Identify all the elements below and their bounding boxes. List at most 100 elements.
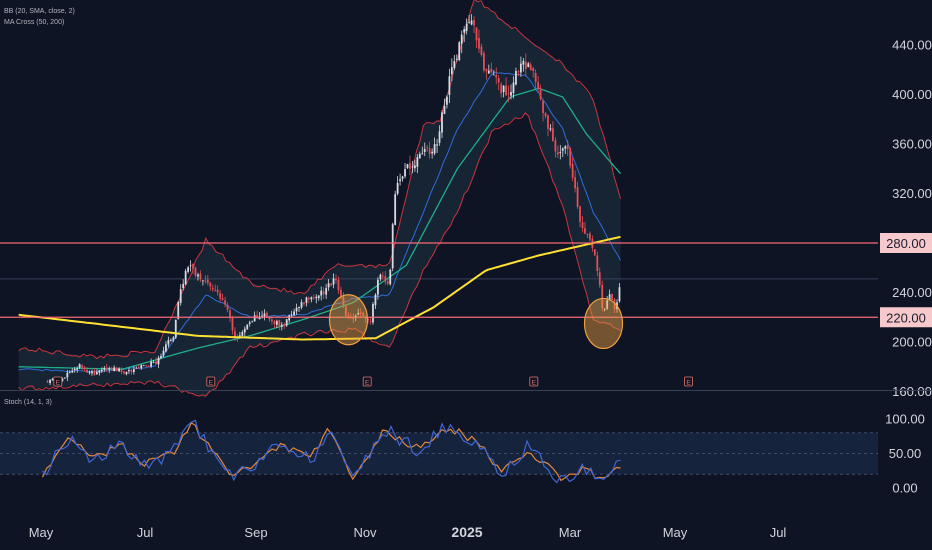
candle-body <box>618 287 621 302</box>
bollinger-upper-band <box>18 0 621 360</box>
candle-body <box>473 19 475 26</box>
candle-body <box>463 29 466 33</box>
earnings-marker-label: E <box>686 380 691 387</box>
candle-body <box>248 322 251 324</box>
candle-body <box>266 312 268 317</box>
candle-body <box>411 166 414 168</box>
candle-body <box>374 294 377 306</box>
candle-body <box>453 61 456 69</box>
candle-body <box>490 68 493 73</box>
time-axis[interactable]: May Jul Sep Nov 2025 Mar May Jul <box>29 524 787 540</box>
bollinger-lower-band <box>18 112 621 397</box>
earnings-marker <box>684 376 693 387</box>
candle-body <box>586 233 589 235</box>
candle-body <box>399 179 401 182</box>
candle-body <box>103 367 106 370</box>
candle-body <box>273 321 276 324</box>
candle-body <box>611 293 613 301</box>
price-tick-label: 400.00 <box>892 87 932 102</box>
candle-body <box>384 276 387 282</box>
candle-body <box>327 283 330 288</box>
candle-body <box>108 368 111 370</box>
candle-body <box>322 291 325 295</box>
candle-body <box>241 332 244 336</box>
earnings-marker-label: E <box>532 380 537 387</box>
candle-body <box>88 372 91 374</box>
candle-body <box>66 372 69 378</box>
candle-body <box>147 365 150 367</box>
candle-body <box>379 274 382 280</box>
candle-body <box>81 365 84 368</box>
candle-body <box>172 337 175 341</box>
stochastic-pane[interactable] <box>0 419 878 484</box>
candle-body <box>155 361 157 364</box>
candle-body <box>142 365 145 366</box>
candle-body <box>505 85 507 96</box>
candle-body <box>579 206 581 222</box>
candle-body <box>589 233 591 240</box>
candle-body <box>226 304 229 310</box>
candle-body <box>61 378 64 382</box>
candle-body <box>278 320 281 328</box>
candle-body <box>197 274 199 277</box>
candle-body <box>76 368 79 370</box>
candle-body <box>73 368 76 371</box>
candle-body <box>320 290 323 296</box>
candle-body <box>189 265 192 267</box>
stochastic-legend[interactable]: Stoch (14, 1, 3) <box>4 399 52 406</box>
candle-body <box>529 64 532 71</box>
earnings-marker <box>362 376 372 387</box>
candle-body <box>206 279 209 284</box>
candle-body <box>130 369 133 372</box>
candlestick-series <box>46 14 621 386</box>
candle-body <box>522 60 525 65</box>
stochastic-axis[interactable]: 100.00 50.00 0.00 <box>885 412 925 496</box>
candle-body <box>497 78 500 83</box>
candle-body <box>428 148 431 154</box>
candle-body <box>179 289 182 303</box>
candle-body <box>527 63 530 67</box>
bollinger-band-fill <box>18 0 621 398</box>
candle-body <box>369 321 372 323</box>
earnings-marker-label: E <box>365 380 370 387</box>
bollinger-legend[interactable]: BB (20, SMA, close, 2) <box>4 8 75 15</box>
time-tick-label: Mar <box>559 525 582 540</box>
candle-body <box>261 315 263 317</box>
price-axis[interactable]: 440.00 400.00 360.00 320.00 240.00 200.00 160.… <box>892 38 932 400</box>
candle-body <box>406 164 409 169</box>
stochastic-tick-label: 100.00 <box>885 412 925 427</box>
ma200-line <box>18 235 621 341</box>
candle-body <box>347 315 350 317</box>
candle-body <box>271 319 273 322</box>
candle-body <box>596 255 599 272</box>
ma-cross-legend[interactable]: MA Cross (50, 200) <box>4 19 64 26</box>
candle-body <box>221 298 224 300</box>
candle-body <box>303 302 305 305</box>
candle-body <box>608 294 611 301</box>
time-tick-label: Jul <box>137 525 154 540</box>
candle-body <box>581 222 584 229</box>
candle-body <box>49 379 51 384</box>
candle-body <box>187 267 190 272</box>
earnings-marker <box>206 376 216 387</box>
candle-body <box>132 369 135 373</box>
candle-body <box>184 270 187 285</box>
price-tick-label: 160.00 <box>892 384 932 399</box>
candle-body <box>487 70 490 74</box>
candle-body <box>219 293 222 299</box>
price-level-tag-label: 280.00 <box>886 236 926 251</box>
candle-body <box>234 331 236 338</box>
candle-body <box>310 297 313 300</box>
candle-body <box>251 321 254 323</box>
candle-body <box>123 371 125 374</box>
price-level-tag <box>880 307 932 328</box>
candle-body <box>495 74 498 78</box>
candle-body <box>214 289 217 291</box>
candle-body <box>396 182 399 194</box>
candle-body <box>293 311 295 316</box>
candle-body <box>167 339 170 345</box>
candle-body <box>603 309 606 311</box>
candle-body <box>394 194 397 225</box>
